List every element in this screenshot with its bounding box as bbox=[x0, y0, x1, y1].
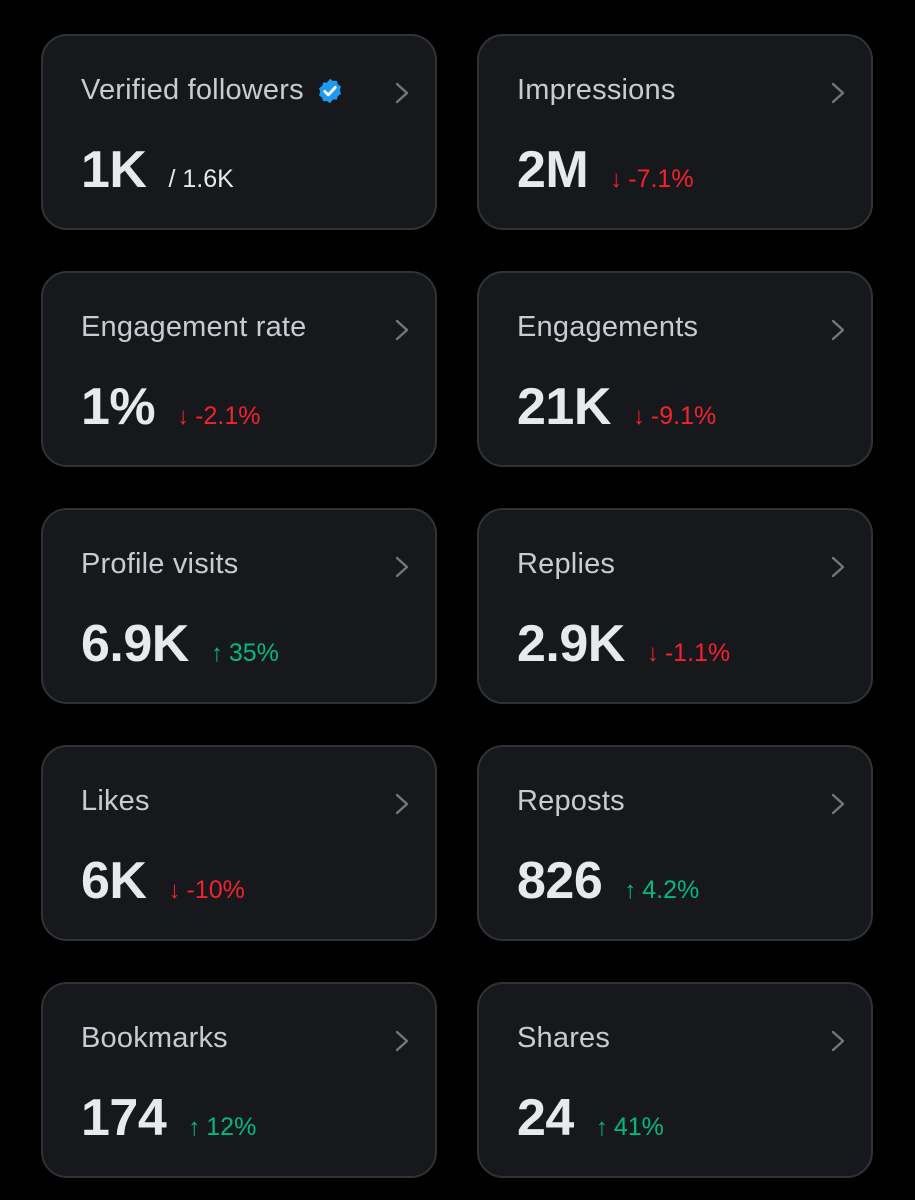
metric-value-row: 1% ↓ -2.1% bbox=[81, 377, 260, 437]
metric-card-engagement-rate[interactable]: Engagement rate 1% ↓ -2.1% bbox=[41, 271, 437, 467]
metric-value-row: 6K ↓ -10% bbox=[81, 851, 245, 911]
chevron-right-icon bbox=[395, 556, 409, 578]
arrow-up-icon: ↑ bbox=[624, 877, 637, 904]
metric-change-value: 35% bbox=[228, 639, 279, 667]
metric-value: 2.9K bbox=[517, 615, 625, 673]
metric-value-row: 174 ↑ 12% bbox=[81, 1088, 256, 1148]
metric-value: 826 bbox=[517, 852, 603, 910]
metric-value: 24 bbox=[517, 1089, 574, 1147]
metric-change-value: 41% bbox=[613, 1113, 664, 1141]
arrow-up-icon: ↑ bbox=[210, 640, 223, 667]
chevron-right-icon bbox=[395, 1030, 409, 1052]
metric-value-row: 2.9K ↓ -1.1% bbox=[517, 614, 730, 674]
metric-change-value: -10% bbox=[186, 876, 245, 904]
chevron-right-icon bbox=[831, 793, 845, 815]
metric-change: ↑ 41% bbox=[596, 1113, 664, 1142]
metric-change: ↓ -1.1% bbox=[647, 639, 730, 668]
metric-change: ↓ -7.1% bbox=[610, 165, 693, 194]
metric-change: ↑ 4.2% bbox=[624, 876, 699, 905]
metric-value-row: 1K / 1.6K bbox=[81, 140, 234, 200]
metric-value: 6K bbox=[81, 852, 147, 910]
metric-title: Verified followers bbox=[81, 74, 344, 107]
verified-badge-icon bbox=[318, 78, 341, 103]
arrow-up-icon: ↑ bbox=[595, 1114, 608, 1141]
metric-title: Replies bbox=[517, 548, 616, 580]
metric-value-row: 21K ↓ -9.1% bbox=[517, 377, 716, 437]
chevron-right-icon bbox=[395, 82, 409, 104]
chevron-right-icon bbox=[395, 319, 409, 341]
metric-change: ↓ -2.1% bbox=[177, 402, 260, 431]
metric-value-row: 2M ↓ -7.1% bbox=[517, 140, 694, 200]
arrow-down-icon: ↓ bbox=[177, 403, 190, 430]
arrow-down-icon: ↓ bbox=[168, 877, 181, 904]
metric-title: Shares bbox=[517, 1022, 611, 1054]
metric-change-value: -1.1% bbox=[664, 639, 731, 667]
metric-change-value: 4.2% bbox=[642, 876, 700, 904]
arrow-down-icon: ↓ bbox=[632, 403, 645, 430]
metric-value-row: 24 ↑ 41% bbox=[517, 1088, 664, 1148]
arrow-down-icon: ↓ bbox=[646, 640, 659, 667]
metric-card-shares[interactable]: Shares 24 ↑ 41% bbox=[477, 982, 873, 1178]
metric-title: Engagements bbox=[517, 311, 699, 343]
metric-change-value: -9.1% bbox=[650, 402, 717, 430]
metric-card-impressions[interactable]: Impressions 2M ↓ -7.1% bbox=[477, 34, 873, 230]
metric-card-engagements[interactable]: Engagements 21K ↓ -9.1% bbox=[477, 271, 873, 467]
metric-card-replies[interactable]: Replies 2.9K ↓ -1.1% bbox=[477, 508, 873, 704]
chevron-right-icon bbox=[831, 319, 845, 341]
metric-value-row: 6.9K ↑ 35% bbox=[81, 614, 279, 674]
metric-card-profile-visits[interactable]: Profile visits 6.9K ↑ 35% bbox=[41, 508, 437, 704]
metric-value: 6.9K bbox=[81, 615, 189, 673]
chevron-right-icon bbox=[831, 556, 845, 578]
metric-value: 1K bbox=[81, 141, 147, 199]
metric-title-text: Verified followers bbox=[81, 74, 304, 106]
metric-card-likes[interactable]: Likes 6K ↓ -10% bbox=[41, 745, 437, 941]
chevron-right-icon bbox=[831, 82, 845, 104]
metric-change-value: 12% bbox=[206, 1113, 257, 1141]
metric-total: / 1.6K bbox=[168, 165, 234, 193]
arrow-up-icon: ↑ bbox=[188, 1114, 201, 1141]
metric-title: Impressions bbox=[517, 74, 676, 106]
metric-change: ↑ 12% bbox=[188, 1113, 256, 1142]
metric-card-reposts[interactable]: Reposts 826 ↑ 4.2% bbox=[477, 745, 873, 941]
metric-value: 21K bbox=[517, 378, 611, 436]
metric-value: 1% bbox=[81, 378, 156, 436]
metric-value-row: 826 ↑ 4.2% bbox=[517, 851, 699, 911]
arrow-down-icon: ↓ bbox=[610, 166, 623, 193]
metric-change: ↓ -10% bbox=[168, 876, 244, 905]
metric-title: Reposts bbox=[517, 785, 625, 817]
metric-value: 174 bbox=[81, 1089, 167, 1147]
metric-card-verified-followers[interactable]: Verified followers 1K / 1.6K bbox=[41, 34, 437, 230]
metric-card-bookmarks[interactable]: Bookmarks 174 ↑ 12% bbox=[41, 982, 437, 1178]
metric-title: Profile visits bbox=[81, 548, 239, 580]
chevron-right-icon bbox=[395, 793, 409, 815]
metric-value: 2M bbox=[517, 141, 589, 199]
metric-change: ↑ 35% bbox=[211, 639, 279, 668]
metric-change-value: -7.1% bbox=[628, 165, 694, 193]
chevron-right-icon bbox=[831, 1030, 845, 1052]
metric-title: Likes bbox=[81, 785, 150, 817]
metric-change-value: -2.1% bbox=[195, 402, 261, 430]
metric-title: Engagement rate bbox=[81, 311, 307, 343]
metric-change: ↓ -9.1% bbox=[633, 402, 716, 431]
metric-title: Bookmarks bbox=[81, 1022, 228, 1054]
